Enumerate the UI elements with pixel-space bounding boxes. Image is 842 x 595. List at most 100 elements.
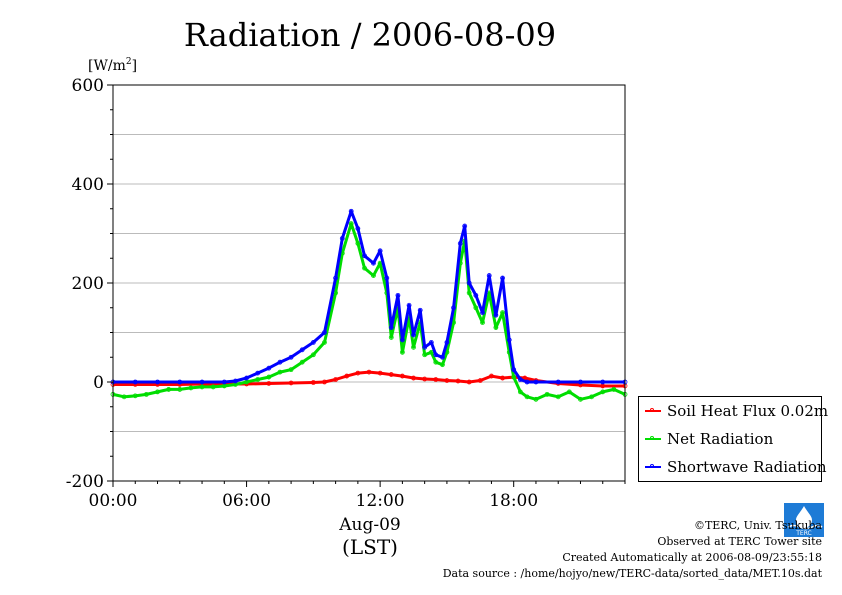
data-point-shortwave-radiation	[266, 365, 272, 371]
data-point-shortwave-radiation	[339, 236, 345, 241]
data-point-net-radiation	[399, 349, 405, 355]
credit-copyright: ©TERC, Univ. Tsukuba	[693, 519, 822, 532]
data-point-soil-heat-flux-0-02m	[377, 370, 383, 376]
data-point-net-radiation	[524, 394, 530, 400]
y-axis-unit-superscript: 2	[126, 57, 132, 67]
data-point-shortwave-radiation	[473, 292, 479, 298]
data-point-soil-heat-flux-0-02m	[310, 380, 316, 385]
data-point-net-radiation	[500, 310, 505, 316]
terc-logo-text: TERC	[795, 530, 812, 537]
data-point-shortwave-radiation	[533, 379, 539, 385]
data-point-soil-heat-flux-0-02m	[355, 370, 361, 376]
legend-item-soil-heat-flux: Soil Heat Flux 0.02m	[639, 401, 828, 421]
series-layer	[110, 208, 628, 402]
data-point-shortwave-radiation	[388, 325, 394, 330]
series-shortwave-radiation	[110, 208, 628, 385]
data-point-shortwave-radiation	[480, 310, 485, 316]
data-point-net-radiation	[440, 362, 445, 368]
data-point-net-radiation	[355, 240, 361, 246]
data-point-shortwave-radiation	[221, 379, 227, 385]
y-axis-unit-base: [W/m	[88, 58, 126, 74]
y-tick-label: 400	[72, 175, 104, 195]
legend-item-net-radiation: Net Radiation	[639, 429, 773, 449]
data-point-shortwave-radiation	[277, 359, 283, 365]
data-point-shortwave-radiation	[417, 307, 423, 313]
series-soil-heat-flux-0-02m	[110, 369, 628, 389]
data-point-shortwave-radiation	[348, 208, 354, 214]
y-tick-label: 600	[72, 76, 104, 96]
data-point-shortwave-radiation	[377, 248, 383, 254]
data-point-shortwave-radiation	[406, 302, 412, 308]
data-point-net-radiation	[188, 385, 194, 391]
x-tick-label: 06:00	[222, 491, 271, 511]
data-point-soil-heat-flux-0-02m	[489, 373, 494, 379]
data-point-net-radiation	[255, 377, 261, 382]
data-point-shortwave-radiation	[444, 339, 450, 345]
y-axis-unit-close: ]	[132, 58, 137, 74]
data-point-soil-heat-flux-0-02m	[344, 373, 350, 379]
data-point-shortwave-radiation	[199, 379, 205, 385]
data-point-net-radiation	[210, 384, 216, 390]
data-point-net-radiation	[611, 387, 617, 392]
x-tick-label: 12:00	[356, 491, 405, 511]
data-point-shortwave-radiation	[255, 370, 261, 376]
data-point-soil-heat-flux-0-02m	[266, 381, 272, 386]
credit-source: Data source : /home/hojyo/new/TERC-data/…	[442, 567, 822, 580]
legend-swatch-soil-heat-flux	[645, 408, 661, 412]
data-point-soil-heat-flux-0-02m	[477, 378, 483, 383]
data-point-net-radiation	[177, 387, 183, 392]
data-point-shortwave-radiation	[244, 375, 249, 381]
data-point-shortwave-radiation	[578, 379, 583, 385]
data-point-shortwave-radiation	[422, 344, 428, 350]
data-point-net-radiation	[322, 339, 327, 345]
data-point-shortwave-radiation	[457, 240, 463, 246]
data-point-net-radiation	[362, 265, 367, 271]
data-point-soil-heat-flux-0-02m	[433, 377, 439, 382]
data-point-net-radiation	[473, 305, 479, 311]
data-point-shortwave-radiation	[517, 377, 523, 382]
data-point-net-radiation	[155, 389, 160, 395]
data-point-soil-heat-flux-0-02m	[333, 377, 339, 382]
data-point-shortwave-radiation	[310, 339, 316, 345]
x-axis-zone-label: (LST)	[342, 535, 398, 559]
terc-logo: TERC	[784, 503, 824, 537]
data-point-net-radiation	[388, 335, 394, 340]
data-point-net-radiation	[578, 396, 583, 402]
y-tick-label: 0	[93, 373, 104, 393]
legend-label-soil-heat-flux: Soil Heat Flux 0.02m	[667, 402, 829, 420]
data-point-net-radiation	[132, 393, 138, 399]
data-point-shortwave-radiation	[511, 367, 517, 373]
data-point-net-radiation	[566, 389, 572, 395]
data-point-net-radiation	[288, 367, 294, 373]
data-point-shortwave-radiation	[524, 379, 530, 385]
data-point-net-radiation	[266, 374, 272, 380]
legend-label-net-radiation: Net Radiation	[667, 430, 774, 448]
data-point-soil-heat-flux-0-02m	[422, 376, 428, 382]
x-axis-date-label: Aug-09	[338, 515, 400, 535]
data-point-shortwave-radiation	[233, 378, 238, 384]
x-tick-label: 18:00	[489, 491, 538, 511]
data-point-net-radiation	[544, 391, 550, 397]
data-point-net-radiation	[555, 394, 561, 400]
data-point-shortwave-radiation	[362, 253, 367, 259]
y-axis-unit-label: [W/m2]	[88, 57, 137, 74]
data-point-shortwave-radiation	[428, 339, 434, 345]
data-point-net-radiation	[493, 325, 499, 330]
data-point-net-radiation	[199, 384, 205, 390]
data-point-shortwave-radiation	[451, 305, 456, 311]
data-point-shortwave-radiation	[411, 332, 416, 338]
legend-label-shortwave-radiation: Shortwave Radiation	[667, 458, 827, 476]
data-point-soil-heat-flux-0-02m	[288, 380, 294, 386]
data-point-soil-heat-flux-0-02m	[455, 378, 461, 384]
data-point-shortwave-radiation	[600, 379, 606, 385]
axis-ticks: -200 0 200 400 600 00:00 06:00 12:00 18:00	[66, 76, 626, 511]
data-point-shortwave-radiation	[433, 352, 439, 358]
data-point-shortwave-radiation	[288, 354, 294, 360]
data-point-shortwave-radiation	[466, 280, 472, 286]
data-point-shortwave-radiation	[500, 275, 505, 281]
data-point-shortwave-radiation	[493, 312, 499, 318]
y-tick-label: -200	[66, 472, 104, 492]
data-point-net-radiation	[310, 352, 316, 358]
data-point-net-radiation	[600, 389, 606, 395]
